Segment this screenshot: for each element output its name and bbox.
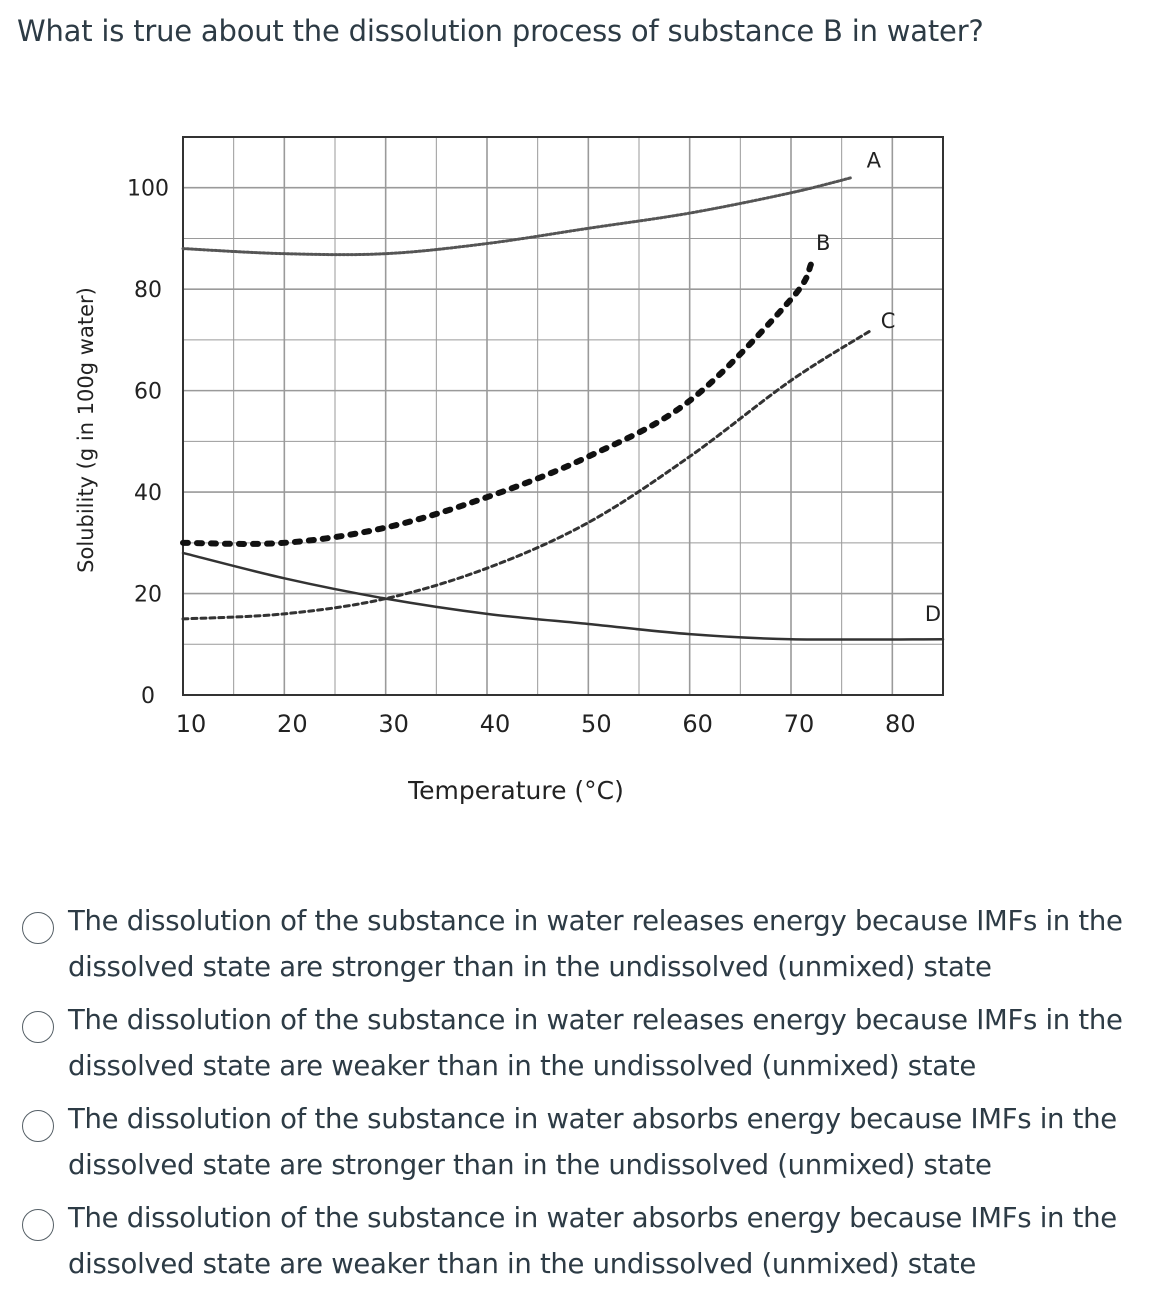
- series-label-a: A: [867, 149, 882, 173]
- radio-button[interactable]: [22, 1011, 54, 1043]
- option-label[interactable]: The dissolution of the substance in wate…: [68, 1202, 1117, 1280]
- y-tick-label: 0: [141, 684, 155, 709]
- series-label-c: C: [881, 309, 896, 333]
- series-line-a: [181, 176, 854, 257]
- y-tick-label: 60: [134, 380, 162, 405]
- answer-option[interactable]: The dissolution of the substance in wate…: [0, 892, 1152, 991]
- series-line-c: [181, 328, 874, 621]
- x-tick-label: 60: [682, 710, 713, 738]
- option-label[interactable]: The dissolution of the substance in wate…: [68, 1004, 1123, 1082]
- chart-ticks: 10 20 30 40 50 60 70 80 0 20 40 60 80 100: [127, 177, 916, 738]
- chart-series: A B C D: [180, 149, 945, 641]
- solubility-chart: A B C D 10 20 30 40 50 60 70 80 0 20 40 60 80 100 Temper…: [74, 136, 945, 805]
- y-tick-label: 80: [134, 278, 162, 303]
- answer-options: The dissolution of the substance in wate…: [0, 892, 1152, 1288]
- chart-grid: [183, 137, 943, 695]
- x-axis-label: Temperature (°C): [407, 776, 624, 805]
- x-tick-label: 70: [784, 710, 815, 738]
- series-line-b: [180, 260, 815, 547]
- x-tick-label: 50: [581, 710, 612, 738]
- series-label-b: B: [816, 231, 830, 255]
- answer-option[interactable]: The dissolution of the substance in wate…: [0, 1090, 1152, 1189]
- x-tick-label: 40: [480, 710, 511, 738]
- x-tick-label: 80: [885, 710, 916, 738]
- option-label[interactable]: The dissolution of the substance in wate…: [68, 905, 1123, 983]
- radio-button[interactable]: [22, 912, 54, 944]
- answer-option[interactable]: The dissolution of the substance in wate…: [0, 991, 1152, 1090]
- y-tick-label: 100: [127, 177, 169, 202]
- radio-button[interactable]: [22, 1209, 54, 1241]
- radio-button[interactable]: [22, 1110, 54, 1142]
- y-tick-label: 40: [134, 481, 162, 506]
- x-tick-label: 10: [176, 710, 207, 738]
- series-label-d: D: [925, 602, 941, 626]
- question-text: What is true about the dissolution proce…: [17, 14, 984, 48]
- series-line-d: [181, 551, 945, 641]
- y-tick-label: 20: [134, 583, 162, 608]
- plot-frame: [182, 136, 944, 696]
- option-label[interactable]: The dissolution of the substance in wate…: [68, 1103, 1117, 1181]
- y-axis-label: Solubility (g in 100g water): [74, 287, 98, 573]
- x-tick-label: 20: [277, 710, 308, 738]
- answer-option[interactable]: The dissolution of the substance in wate…: [0, 1189, 1152, 1288]
- x-tick-label: 30: [378, 710, 409, 738]
